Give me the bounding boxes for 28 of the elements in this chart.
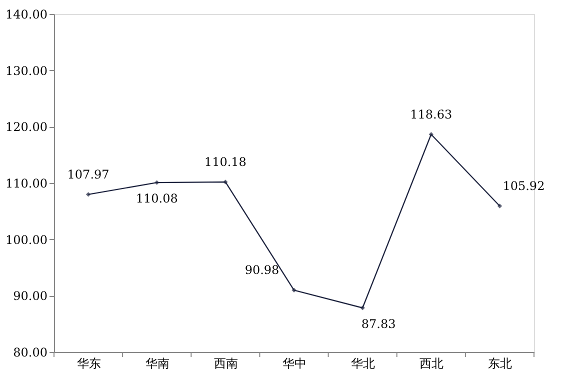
x-tick-label: 华东: [76, 356, 101, 370]
x-tick-label: 西北: [420, 356, 444, 370]
x-tick-label: 华南: [145, 356, 170, 370]
x-tick-label: 西南: [214, 356, 238, 370]
y-tick-label: 100.00: [6, 232, 48, 247]
point: [360, 306, 365, 310]
y-tick-label: 140.00: [6, 8, 48, 22]
point: [154, 180, 160, 185]
data-label: 105.92: [502, 178, 545, 193]
x-tick-label: 华中: [282, 356, 306, 370]
data-label: 118.63: [410, 107, 452, 122]
y-tick-label: 110.00: [6, 176, 48, 190]
point: [497, 204, 502, 208]
data-label: 90.98: [244, 263, 280, 278]
y-tick-label: 90.00: [13, 289, 48, 304]
y-tick-label: 120.00: [6, 120, 48, 134]
y-tick-label: 130.00: [6, 64, 48, 78]
point: [223, 180, 228, 184]
data-label: 87.83: [361, 316, 396, 331]
data-label: 110.08: [136, 192, 178, 206]
x-tick-label: 华北: [351, 356, 376, 370]
point: [292, 288, 296, 292]
data-label: 107.97: [67, 167, 110, 182]
point: [428, 132, 434, 137]
y-tick-label: 80.00: [13, 346, 48, 360]
data-label: 110.18: [204, 154, 246, 169]
x-tick-label: 东北: [488, 356, 512, 370]
point: [86, 192, 91, 197]
